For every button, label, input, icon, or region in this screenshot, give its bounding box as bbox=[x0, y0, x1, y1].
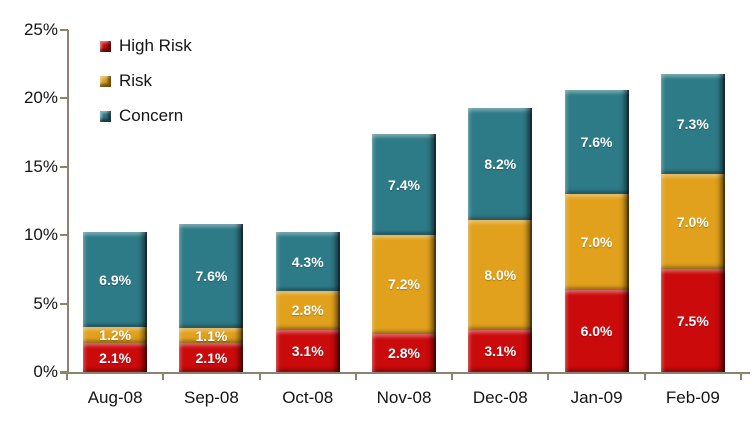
y-axis-tick-label: 15% bbox=[23, 156, 58, 176]
x-axis-tick bbox=[451, 374, 454, 380]
y-axis-tick bbox=[60, 29, 68, 31]
segment-data-label: 7.0% bbox=[580, 234, 613, 251]
bar-sep-08: 2.1% 1.1% 7.6% bbox=[179, 224, 244, 372]
y-axis-tick-label: 25% bbox=[23, 20, 58, 39]
segment-high-risk: 6.0% bbox=[564, 289, 629, 372]
segment-high-risk: 3.1% bbox=[468, 329, 533, 372]
segment-data-label: 2.1% bbox=[195, 349, 228, 366]
segment-risk: 1.1% bbox=[179, 327, 244, 344]
y-axis-tick-label: 20% bbox=[23, 88, 58, 108]
segment-risk: 2.8% bbox=[275, 291, 340, 330]
bar-feb-09: 7.5% 7.0% 7.3% bbox=[660, 73, 725, 372]
x-axis-category-label: Oct-08 bbox=[282, 388, 334, 407]
segment-data-label: 8.0% bbox=[484, 266, 517, 283]
segment-risk: 7.2% bbox=[372, 235, 436, 334]
legend-swatch-icon bbox=[100, 110, 111, 122]
y-axis-tick bbox=[60, 234, 68, 237]
segment-data-label: 1.1% bbox=[195, 327, 228, 344]
y-axis-tick-label: 10% bbox=[23, 225, 58, 245]
segment-data-label: 8.2% bbox=[484, 156, 517, 173]
segment-data-label: 6.9% bbox=[99, 271, 132, 288]
y-axis-tick bbox=[60, 97, 68, 100]
legend: High Risk Risk Concern bbox=[100, 36, 192, 126]
bar-aug-08: 2.1% 1.2% 6.9% bbox=[83, 232, 148, 372]
segment-concern: 4.3% bbox=[275, 232, 340, 292]
bar-jan-09: 6.0% 7.0% 7.6% bbox=[564, 90, 629, 372]
segment-concern: 8.2% bbox=[468, 107, 533, 221]
segment-high-risk: 7.5% bbox=[660, 269, 725, 372]
x-axis-line bbox=[60, 372, 750, 374]
segment-data-label: 2.8% bbox=[291, 302, 324, 319]
legend-item-high-risk: High Risk bbox=[100, 36, 192, 56]
segment-risk: 7.0% bbox=[564, 194, 629, 290]
legend-item-risk: Risk bbox=[100, 71, 192, 91]
x-axis-tick bbox=[162, 374, 165, 380]
segment-data-label: 2.8% bbox=[388, 344, 420, 361]
segment-concern: 6.9% bbox=[83, 232, 148, 327]
x-axis-tick bbox=[354, 374, 357, 380]
x-axis-category-label: Feb-09 bbox=[665, 388, 720, 407]
legend-swatch-icon bbox=[100, 75, 111, 87]
segment-data-label: 4.3% bbox=[291, 253, 324, 270]
x-axis-tick bbox=[740, 374, 742, 380]
y-axis-tick bbox=[60, 371, 68, 373]
legend-label: Concern bbox=[119, 106, 184, 125]
segment-risk: 1.2% bbox=[83, 326, 148, 344]
x-axis-category-label: Aug-08 bbox=[87, 388, 143, 407]
segment-concern: 7.4% bbox=[372, 133, 436, 236]
segment-data-label: 6.0% bbox=[580, 322, 613, 339]
segment-high-risk: 2.8% bbox=[372, 333, 436, 372]
segment-data-label: 7.5% bbox=[676, 312, 709, 329]
x-axis-category-label: Dec-08 bbox=[472, 388, 528, 407]
segment-data-label: 3.1% bbox=[484, 342, 517, 359]
segment-risk: 8.0% bbox=[468, 220, 533, 330]
segment-data-label: 7.2% bbox=[388, 276, 420, 293]
segment-data-label: 7.6% bbox=[580, 134, 613, 151]
legend-swatch-icon bbox=[100, 40, 111, 52]
segment-data-label: 1.2% bbox=[99, 327, 132, 344]
legend-item-concern: Concern bbox=[100, 106, 192, 126]
y-axis-tick-label: 5% bbox=[33, 293, 58, 313]
y-axis-tick bbox=[60, 165, 68, 168]
segment-risk: 7.0% bbox=[660, 173, 725, 270]
segment-data-label: 2.1% bbox=[99, 349, 132, 366]
segment-data-label: 7.3% bbox=[676, 115, 709, 132]
legend-label: High Risk bbox=[119, 36, 192, 55]
legend-label: Risk bbox=[119, 71, 153, 90]
x-axis-category-label: Sep-08 bbox=[184, 388, 239, 407]
segment-concern: 7.6% bbox=[564, 90, 629, 195]
y-axis-line bbox=[67, 30, 69, 374]
x-axis-tick bbox=[547, 374, 550, 380]
segment-data-label: 3.1% bbox=[291, 342, 324, 359]
segment-concern: 7.3% bbox=[660, 73, 725, 174]
y-axis-tick-label: 0% bbox=[33, 362, 58, 381]
x-axis-category-label: Jan-09 bbox=[570, 388, 623, 407]
y-axis-tick bbox=[60, 302, 68, 305]
bar-dec-08: 3.1% 8.0% 8.2% bbox=[468, 107, 533, 372]
segment-high-risk: 2.1% bbox=[83, 343, 148, 372]
bar-nov-08: 2.8% 7.2% 7.4% bbox=[372, 133, 436, 372]
segment-high-risk: 2.1% bbox=[179, 343, 244, 372]
x-axis-tick bbox=[258, 374, 261, 380]
x-axis-category-label: Nov-08 bbox=[376, 388, 432, 407]
segment-data-label: 7.0% bbox=[676, 213, 709, 230]
segment-data-label: 7.4% bbox=[388, 176, 420, 193]
segment-data-label: 7.6% bbox=[195, 268, 228, 285]
segment-high-risk: 3.1% bbox=[275, 329, 340, 372]
x-axis-tick bbox=[643, 374, 646, 380]
x-axis-tick bbox=[66, 374, 68, 380]
bar-oct-08: 3.1% 2.8% 4.3% bbox=[275, 232, 340, 372]
segment-concern: 7.6% bbox=[179, 224, 244, 329]
